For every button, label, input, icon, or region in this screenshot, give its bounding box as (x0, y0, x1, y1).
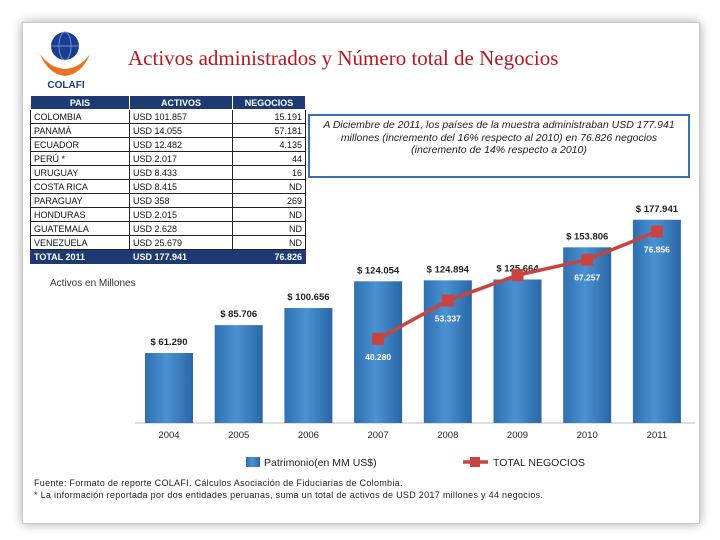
negocios-label-2011: 76.856 (644, 245, 670, 255)
table-header-row: PAIS ACTIVOS NEGOCIOS (30, 95, 306, 110)
bar-2005 (214, 325, 263, 423)
bar-label-2010: $ 153.806 (566, 231, 608, 242)
negocios-marker-2010 (581, 253, 594, 266)
cell-country: GUATEMALA (30, 221, 130, 236)
cell-country: COLOMBIA (30, 109, 130, 124)
negocios-label-2007: 40.280 (365, 352, 391, 362)
cell-assets: USD 2.628 (129, 221, 233, 236)
tick-label-2010: 2010 (577, 430, 598, 441)
cell-assets: USD 14.055 (129, 123, 233, 138)
footer: Fuente: Formato de reporte COLAFI. Cálcu… (34, 478, 543, 501)
cell-country: COSTA RICA (30, 179, 130, 194)
tick-label-2005: 2005 (228, 430, 249, 441)
legend-line-marker (470, 457, 480, 467)
col-header-activos: ACTIVOS (129, 95, 233, 110)
table-row: VENEZUELA USD 25.679 ND (30, 235, 306, 250)
tick-label-2007: 2007 (368, 430, 389, 441)
country-table: PAIS ACTIVOS NEGOCIOS COLOMBIA USD 101.85… (30, 95, 306, 264)
table-row: HONDURAS USD 2.015 ND (30, 207, 306, 222)
cell-assets: USD 2.015 (129, 207, 233, 222)
bar-label-2004: $ 61.290 (151, 337, 188, 348)
cell-businesses: ND (232, 179, 306, 194)
bar-2010 (563, 247, 612, 423)
table-row: COSTA RICA USD 8.415 ND (30, 179, 306, 194)
cell-businesses: 269 (232, 193, 306, 208)
bar-2004 (145, 353, 193, 423)
legend-bar-swatch (246, 457, 260, 467)
bar-2007 (354, 281, 403, 423)
bar-label-2009: $ 125.664 (496, 263, 539, 274)
tick-label-2008: 2008 (437, 430, 458, 441)
legend-bar-label: Patrimonio(en MM US$) (264, 457, 377, 469)
negocios-label-2010: 67.257 (574, 273, 600, 283)
cell-country: VENEZUELA (30, 235, 130, 250)
cell-businesses: 16 (232, 165, 306, 180)
bar-label-2011: $ 177.941 (636, 204, 679, 215)
cell-assets: USD 2.017 (129, 151, 233, 166)
bar-label-2007: $ 124.054 (357, 265, 400, 276)
cell-businesses: 44 (232, 151, 306, 166)
negocios-marker-2009 (511, 269, 524, 282)
footnote-text: * La información reportada por dos entid… (34, 489, 544, 500)
bar-label-2005: $ 85.706 (220, 309, 257, 320)
page-title: Activos administrados y Número total de … (128, 46, 559, 70)
table-row: ECUADOR USD 12.482 4.135 (30, 137, 306, 152)
cell-assets: USD 25.679 (129, 235, 233, 250)
cell-businesses: 15.191 (232, 109, 306, 124)
cell-businesses: 4.135 (232, 137, 306, 152)
negocios-marker-2008 (441, 294, 454, 307)
bar-label-2006: $ 100.656 (287, 292, 329, 303)
summary-note: A Diciembre de 2011, los países de la mu… (308, 114, 690, 178)
negocios-marker-2007 (372, 332, 385, 345)
table-row: COLOMBIA USD 101.857 15.191 (30, 109, 306, 124)
table-row: GUATEMALA USD 2.628 ND (30, 221, 306, 236)
colafi-logo (40, 31, 90, 76)
col-header-pais: PAIS (30, 95, 130, 110)
cell-assets: USD 358 (129, 193, 233, 208)
legend-line-label: TOTAL NEGOCIOS (493, 457, 585, 469)
swoosh-icon (40, 54, 90, 76)
bar-label-2008: $ 124.894 (427, 264, 470, 275)
source-text: Fuente: Formato de reporte COLAFI. Cálcu… (34, 478, 403, 488)
logo-text: COLAFI (47, 80, 85, 91)
table-row: PARAGUAY USD 358 269 (30, 193, 306, 208)
cell-total-businesses: 76.826 (232, 249, 306, 264)
bar-2009 (493, 279, 542, 423)
col-header-negocios: NEGOCIOS (232, 95, 306, 110)
tick-label-2011: 2011 (647, 430, 667, 441)
cell-businesses: ND (232, 235, 306, 250)
cell-businesses: 57.181 (232, 123, 306, 138)
table-total-row: TOTAL 2011 USD 177.941 76.826 (30, 249, 306, 264)
tick-label-2004: 2004 (158, 430, 179, 441)
tick-label-2009: 2009 (507, 430, 528, 441)
cell-total-label: TOTAL 2011 (30, 249, 130, 264)
table-row: PERÚ * USD 2.017 44 (30, 151, 306, 166)
cell-assets: USD 8.415 (129, 179, 233, 194)
bar-2006 (284, 308, 333, 423)
cell-total-assets: USD 177.941 (129, 249, 233, 264)
bar-2011 (632, 219, 681, 423)
negocios-label-2008: 53.337 (435, 314, 461, 324)
units-note: Activos en Millones (50, 278, 136, 289)
tick-label-2006: 2006 (298, 430, 319, 441)
negocios-marker-2011 (650, 225, 663, 238)
